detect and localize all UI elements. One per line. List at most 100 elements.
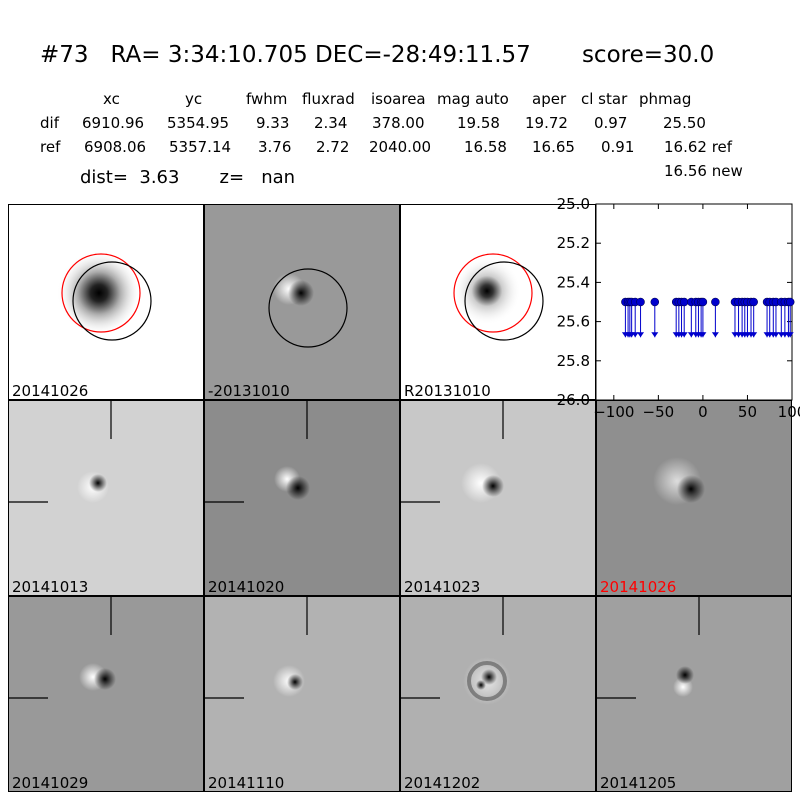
data-point (621, 297, 630, 307)
arrow-head (694, 332, 702, 338)
data-point (762, 297, 772, 307)
arrow-head (711, 332, 719, 338)
arrow-head (786, 332, 794, 338)
data-point (623, 297, 633, 307)
col-header-yc: yc (185, 90, 203, 108)
arrow-head (626, 332, 634, 338)
data-point (625, 297, 635, 307)
arrow-head (628, 332, 636, 338)
dif-isoarea: 378.00 (372, 114, 425, 132)
arrow-head (672, 332, 680, 338)
panel-date-label: -20131010 (208, 382, 290, 400)
data-point (677, 297, 686, 307)
arrow-head (678, 332, 686, 338)
panel-date-label: 20141110 (208, 774, 285, 792)
ref-mag-auto: 16.58 (464, 138, 507, 156)
ref-fluxrad: 2.72 (316, 138, 350, 156)
data-point (694, 297, 703, 307)
data-point (769, 297, 778, 307)
panel-date-label: 20141026 (12, 382, 89, 400)
panel-date-label-current: 20141026 (600, 578, 677, 596)
arrow-head (750, 332, 758, 338)
col-header-fwhm: fwhm (246, 90, 288, 108)
arrow-head (697, 332, 705, 338)
dist-z-line: dist= 3.63 z= nan (80, 167, 296, 188)
ref-isoarea: 2040.00 (369, 138, 432, 156)
image-panel-epoch: 20141029 (8, 596, 204, 792)
col-header-cl-star: cl star (581, 90, 628, 108)
image-panel-epoch-current: 20141026 (596, 400, 792, 596)
ref-fwhm: 3.76 (258, 138, 292, 156)
arrow-head (680, 332, 688, 338)
epoch-stamp (653, 457, 705, 505)
dif-xc: 6910.96 (82, 114, 145, 132)
diff-image-stamp (268, 268, 348, 348)
negative-residual (286, 476, 310, 500)
negative-residual (482, 475, 504, 497)
arrow-head (763, 332, 771, 338)
data-point (780, 297, 790, 307)
source-blob (453, 257, 521, 325)
arrow-head (743, 332, 751, 338)
arrow-head (692, 332, 700, 338)
image-panel-epoch: 20141202 (400, 596, 596, 792)
arrow-head (766, 332, 774, 338)
negative-residual (677, 475, 705, 503)
col-header-mag-auto: mag auto (437, 90, 509, 108)
ref-phmag: 16.62 ref (664, 138, 733, 156)
image-panel-epoch: 20141020 (204, 400, 400, 596)
arrow-head (731, 332, 739, 338)
arrow-head (747, 332, 755, 338)
new-phmag: 16.56 new (664, 162, 743, 180)
dif-mag-auto: 19.58 (457, 114, 500, 132)
image-panel-epoch: 20141013 (8, 400, 204, 596)
data-point (765, 297, 774, 307)
ref-aper: 16.65 (532, 138, 575, 156)
arrow-head (738, 332, 746, 338)
data-point (743, 297, 752, 307)
image-panel-epoch: 20141110 (204, 596, 400, 792)
data-point (771, 297, 781, 307)
panel-date-label: 20141205 (600, 774, 677, 792)
epoch-stamp (205, 597, 308, 699)
dif-phmag: 25.50 (663, 114, 706, 132)
dif-fluxrad: 2.34 (314, 114, 348, 132)
new-image-stamp (57, 251, 152, 341)
data-point (730, 297, 740, 307)
col-header-phmag: phmag (639, 90, 692, 108)
epoch-stamp (597, 597, 700, 699)
data-point (679, 297, 689, 307)
epoch-stamp (205, 401, 310, 503)
arrow-head (675, 332, 683, 338)
data-point (734, 297, 743, 307)
new-aperture-circle (72, 261, 152, 341)
panel-date-label: R20131010 (404, 382, 491, 400)
arrow-head (621, 332, 629, 338)
arrow-head (631, 332, 639, 338)
data-point (737, 297, 747, 307)
data-point (687, 297, 696, 307)
dif-cl-star: 0.97 (594, 114, 628, 132)
data-point (627, 297, 636, 307)
arrow-head (781, 332, 789, 338)
row-label-ref: ref (40, 138, 61, 156)
arrow-head (784, 332, 792, 338)
ref-cl-star: 0.91 (601, 138, 635, 156)
ref-xc: 6908.06 (84, 138, 147, 156)
epoch-stamp (9, 597, 116, 699)
data-point (650, 297, 660, 307)
image-panel-epoch: 20141023 (400, 400, 596, 596)
data-point (630, 297, 640, 307)
negative-residual-secondary (476, 680, 486, 690)
col-header-isoarea: isoarea (371, 90, 426, 108)
data-point (740, 297, 750, 307)
dif-aper: 19.72 (525, 114, 568, 132)
epoch-stamp (9, 401, 112, 503)
data-point (691, 297, 701, 307)
negative-residual (481, 669, 497, 685)
arrow-head (624, 332, 632, 338)
panel-date-label: 20141020 (208, 578, 285, 596)
negative-residual (288, 280, 314, 306)
arrow-head (637, 332, 645, 338)
data-point (698, 297, 708, 307)
